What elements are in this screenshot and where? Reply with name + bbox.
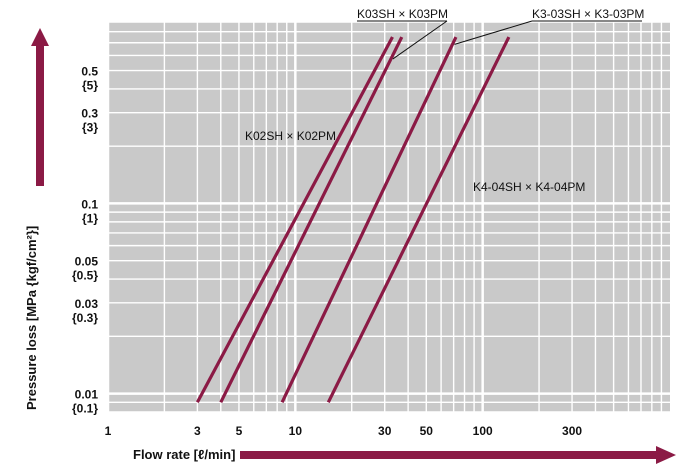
x-tick-label: 300 <box>562 424 582 438</box>
y-tick-label: 0.05 <box>75 255 99 269</box>
series-label-4: K4-04SH × K4-04PM <box>473 180 585 194</box>
series-line-2 <box>219 36 404 403</box>
series-label-2-leader <box>392 20 448 60</box>
y-tick-sublabel: {0.1} <box>72 402 98 416</box>
x-tick-label: 1 <box>105 424 112 438</box>
series-line-3 <box>280 36 458 403</box>
y-axis-label: Pressure loss [MPa {kgf/cm²}] <box>24 226 39 410</box>
y-tick-label: 0.03 <box>75 297 99 311</box>
grid <box>106 21 670 413</box>
series-line-1 <box>195 36 394 404</box>
x-tick-label: 5 <box>236 424 243 438</box>
y-tick-sublabel: {3} <box>82 121 98 135</box>
y-tick-sublabel: {5} <box>82 79 98 93</box>
x-tick-label: 3 <box>194 424 201 438</box>
plot-area <box>108 22 670 412</box>
y-tick-sublabel: {1} <box>82 211 98 225</box>
x-tick-label: 100 <box>473 424 493 438</box>
series-label-3-leader <box>454 20 533 45</box>
series-label-3: K3-03SH × K3-03PM <box>532 7 644 21</box>
x-tick-label: 10 <box>289 424 303 438</box>
x-axis-arrow-icon <box>240 446 676 464</box>
series-label-1: K02SH × K02PM <box>245 129 336 143</box>
series-label-2: K03SH × K03PM <box>357 7 448 21</box>
x-tick-label: 30 <box>378 424 392 438</box>
y-tick-label: 0.5 <box>81 65 98 79</box>
series-lines <box>195 36 511 404</box>
annotations: K02SH × K02PM K03SH × K03PM K3-03SH × K3-0… <box>245 7 644 194</box>
y-tick-label: 0.3 <box>81 107 98 121</box>
y-tick-label: 0.1 <box>81 197 98 211</box>
series-line-4 <box>326 36 511 403</box>
y-axis-arrow-icon <box>31 28 49 186</box>
x-axis-label: Flow rate [ℓ/min] <box>133 447 235 462</box>
y-tick-sublabel: {0.5} <box>72 269 98 283</box>
y-tick-label: 0.01 <box>75 388 99 402</box>
x-tick-labels: 1 3 5 10 30 50 100 300 <box>105 424 583 438</box>
x-tick-label: 50 <box>420 424 434 438</box>
y-tick-sublabel: {0.3} <box>72 311 98 325</box>
y-tick-labels: 0.01{0.1} 0.03{0.3} 0.05{0.5} 0.1{1} 0.3{3} 0… <box>72 65 98 416</box>
